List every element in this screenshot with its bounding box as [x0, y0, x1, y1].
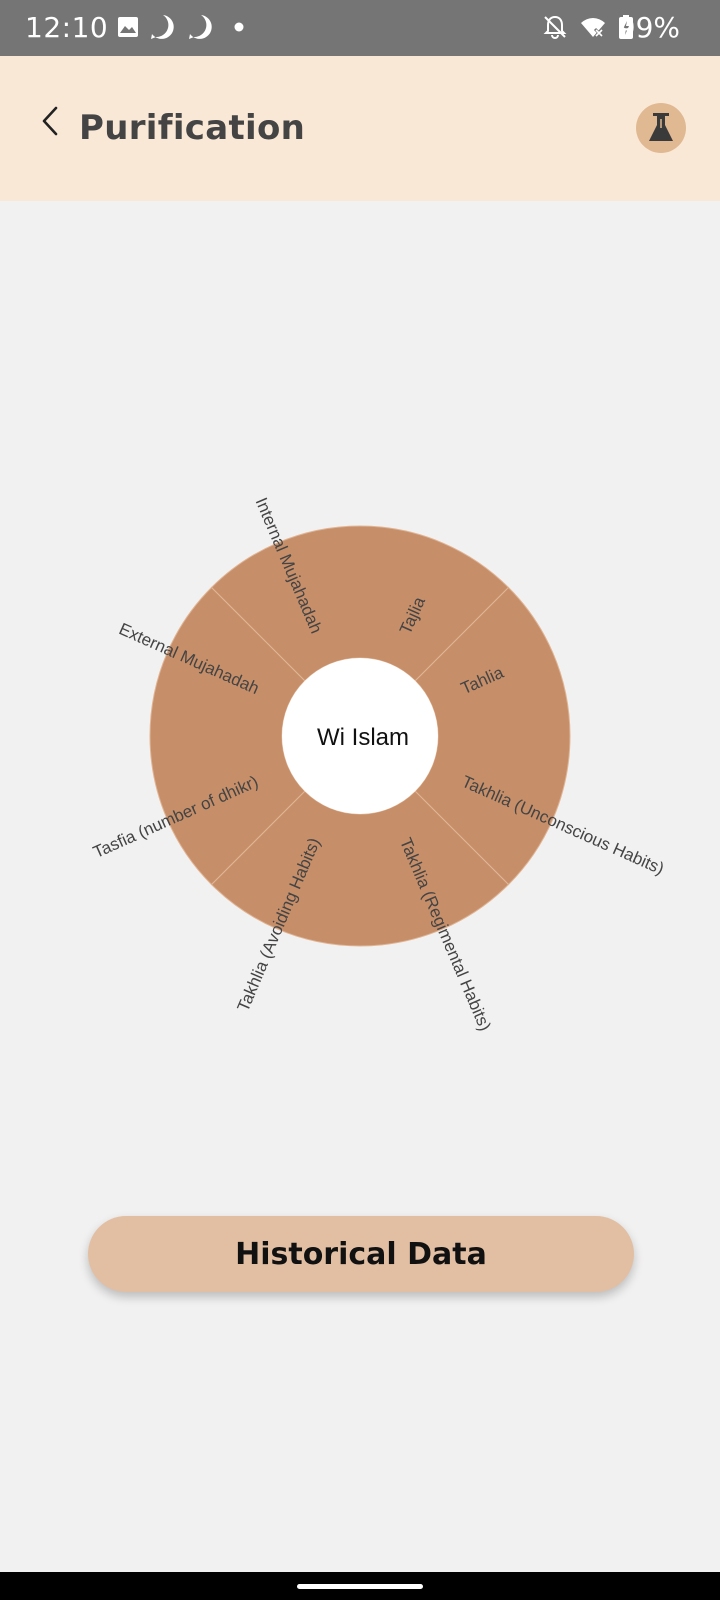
center-label: Wi Islam: [317, 724, 409, 751]
status-bar: 12:10 99%: [0, 0, 720, 56]
historical-data-button[interactable]: Historical Data: [88, 1216, 634, 1292]
purification-donut-chart: Tajlia Tahlia Takhlia (Unconscious Habits)…: [0, 201, 720, 1201]
wifi-icon: [581, 18, 605, 39]
app-header: Purification: [0, 56, 720, 201]
image-icon: [118, 17, 138, 37]
status-time: 12:10: [25, 11, 109, 44]
dot-icon: [234, 22, 244, 32]
home-indicator[interactable]: [297, 1584, 423, 1589]
flask-button[interactable]: [636, 103, 686, 153]
navigation-bar: [0, 1572, 720, 1600]
chevron-left-icon[interactable]: [36, 102, 66, 142]
battery-charging-icon: [619, 15, 633, 39]
donut-center: [282, 658, 438, 814]
media-play-icon: [151, 15, 174, 39]
battery-percent: 99%: [617, 11, 680, 44]
historical-data-label: Historical Data: [235, 1236, 487, 1272]
page-title: Purification: [79, 108, 306, 148]
media-play-icon: [189, 15, 212, 39]
flask-icon: [649, 113, 673, 141]
notifications-off-icon: [543, 15, 567, 39]
